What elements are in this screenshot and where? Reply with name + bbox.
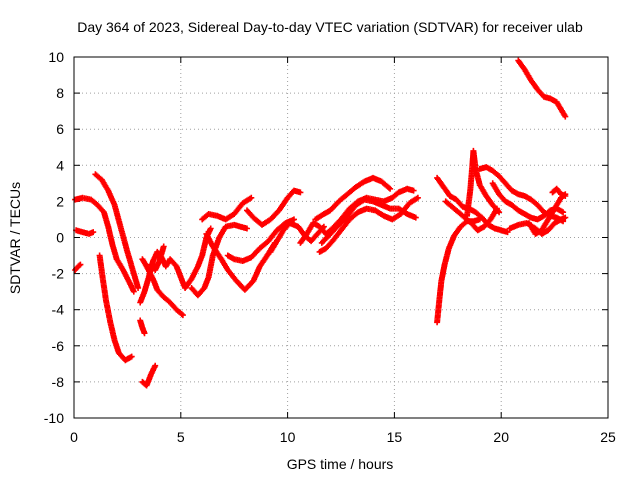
x-axis-ticks: 0 5 10 15 20 25 [70, 57, 616, 445]
y-tick-label: 0 [56, 230, 64, 246]
series-arc-6 [137, 317, 148, 337]
y-tick-label: 2 [56, 193, 64, 209]
grid-lines [74, 57, 608, 418]
x-tick-label: 25 [600, 429, 616, 445]
series-arc-18 [316, 194, 421, 255]
series-arc-1 [72, 194, 137, 295]
y-tick-label: -2 [52, 266, 65, 282]
series-arc-24 [464, 147, 503, 219]
series-arc-10 [147, 243, 167, 273]
y-tick-label: -8 [52, 374, 65, 390]
y-axis-label: SDTVAR / TECUs [7, 182, 23, 294]
x-tick-label: 10 [280, 429, 296, 445]
series-arc-3 [72, 261, 84, 273]
y-tick-label: 8 [56, 85, 64, 101]
series-arc-5 [96, 252, 135, 364]
series-arc-19 [312, 174, 394, 223]
x-tick-label: 5 [177, 429, 185, 445]
chart-title: Day 364 of 2023, Sidereal Day-to-day VTE… [77, 19, 583, 35]
y-tick-label: -4 [52, 302, 65, 318]
series-arc-25 [476, 164, 567, 225]
series-arc-12 [199, 194, 255, 223]
series-arc-20 [318, 196, 419, 246]
series-arc-30 [515, 57, 569, 120]
series-arc-28 [526, 191, 569, 237]
series-arc-13 [203, 230, 278, 293]
y-tick-label: -6 [52, 338, 65, 354]
series-arc-21 [434, 216, 483, 326]
data-series [72, 57, 569, 389]
y-tick-label: 4 [56, 157, 64, 173]
y-tick-label: 10 [48, 49, 64, 65]
series-arc-29 [549, 185, 569, 199]
plot-frame [73, 56, 609, 419]
x-tick-label: 20 [493, 429, 509, 445]
series-arc-15 [244, 187, 304, 228]
series-arc-4 [92, 171, 142, 291]
y-tick-label: -10 [44, 410, 64, 426]
x-tick-label: 15 [387, 429, 403, 445]
series-arc-7 [139, 362, 159, 389]
series-arc-2 [73, 227, 97, 237]
y-tick-label: 6 [56, 121, 64, 137]
x-axis-label: GPS time / hours [287, 456, 394, 472]
x-tick-label: 0 [70, 429, 78, 445]
series-arc-23 [442, 198, 500, 234]
series-arc-9 [139, 256, 186, 319]
